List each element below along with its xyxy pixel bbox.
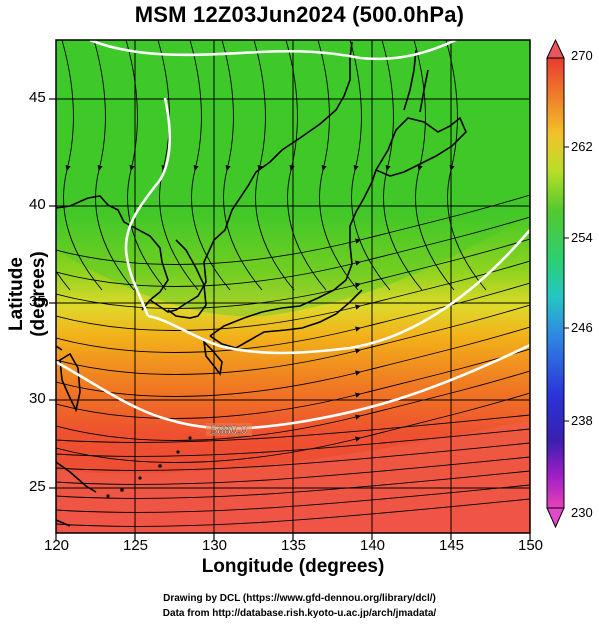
streamline: [56, 348, 530, 419]
contour-middle: [147, 229, 530, 355]
streamline: [61, 40, 103, 291]
colorbar-tick-label: 238: [571, 413, 593, 428]
streamline: [56, 326, 530, 397]
streamline: [56, 216, 530, 287]
streamline: [56, 304, 530, 375]
tick-marks: [49, 98, 531, 540]
chart-title: MSM 12Z03Jun2024 (500.0hPa): [134, 2, 465, 27]
height-contours: [56, 40, 530, 430]
contour-north: [89, 40, 457, 61]
streamline: [56, 484, 530, 513]
streamline: [56, 442, 530, 471]
x-tick-label: 120: [44, 537, 70, 554]
streamline: [317, 40, 359, 291]
streamline: [349, 40, 391, 291]
coast-korea: [167, 239, 207, 319]
coastlines: [56, 41, 467, 527]
credit-drawing: Drawing by DCL (https://www.gfd-dennou.o…: [163, 593, 436, 604]
coast-hokkaido: [374, 116, 467, 177]
streamline: [93, 40, 135, 291]
x-tick-label: 145: [439, 537, 465, 554]
ryukyu-islands: [106, 436, 192, 498]
x-tick-label: 135: [281, 537, 307, 554]
streamline: [56, 282, 530, 353]
coast-china-south: [56, 345, 97, 527]
coast-taiwan: [59, 352, 81, 413]
contour-label: 5880.0: [211, 423, 248, 437]
x-tick-label: 130: [202, 537, 228, 554]
coast-asia-mainland: [56, 41, 353, 313]
streamline: [157, 40, 199, 291]
coast-japan-honshu: [209, 169, 377, 349]
streamline: [56, 370, 530, 441]
streamline: [56, 456, 530, 485]
streamline: [381, 40, 423, 291]
colorbar-gradient: [546, 57, 565, 509]
colorbar-tick-label: 254: [571, 230, 593, 245]
streamline: [56, 392, 530, 463]
colorbar-tick-label: 246: [571, 320, 593, 335]
contour-label-background: [206, 423, 252, 436]
y-tick-label: 35: [29, 293, 46, 310]
streamline: [56, 428, 530, 457]
coast-kyushu: [202, 339, 223, 376]
x-tick-label: 150: [518, 537, 544, 554]
colorbar-tick-label: 270: [571, 48, 593, 63]
y-tick-label: 30: [29, 390, 46, 407]
colorbar-top-arrow: [546, 38, 565, 59]
y-tick-label: 45: [29, 89, 46, 106]
x-axis-label: Longitude (degrees): [201, 556, 385, 577]
colorbar-bottom-arrow: [546, 507, 565, 529]
streamline: [56, 194, 530, 265]
streamline: [189, 40, 231, 291]
coast-sakhalin: [403, 49, 429, 113]
streamline: [56, 414, 530, 443]
streamline: [221, 40, 263, 291]
colorbar: [546, 38, 569, 529]
colorbar-tick-label: 262: [571, 139, 593, 154]
streamline: [56, 238, 530, 309]
y-tick-label: 25: [29, 478, 46, 495]
streamline: [56, 260, 530, 331]
x-tick-label: 140: [360, 537, 386, 554]
y-tick-label: 40: [29, 196, 46, 213]
colorbar-tick-label: 230: [571, 505, 593, 520]
streamline: [56, 470, 530, 499]
streamline: [285, 40, 327, 291]
contour-5880: [56, 343, 530, 430]
contour-west: [124, 97, 172, 317]
credit-data: Data from http://database.rish.kyoto-u.a…: [162, 608, 437, 619]
streamline: [56, 498, 530, 527]
x-tick-label: 125: [123, 537, 149, 554]
streamline: [413, 40, 455, 291]
